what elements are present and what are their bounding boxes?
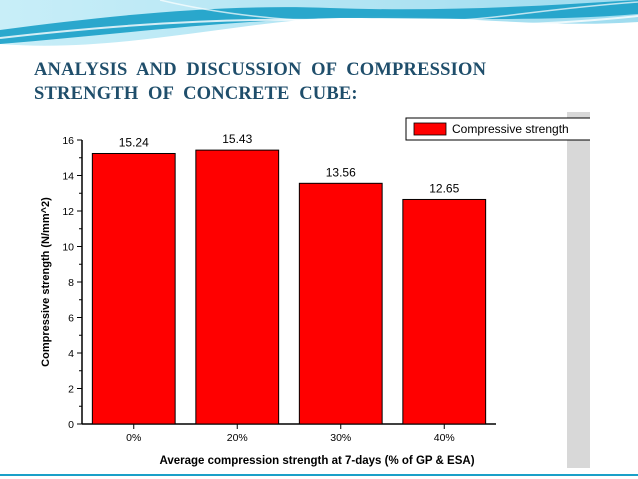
x-axis-label: Average compression strength at 7-days (… [159,455,474,467]
header-wave-banner [0,0,638,46]
y-tick-label: 14 [62,171,74,183]
slide-title: ANALYSIS AND DISCUSSION OF COMPRESSION S… [34,58,614,106]
x-tick-label: 20% [227,432,248,444]
slide-title-line-2: STRENGTH OF CONCRETE CUBE: [34,84,358,104]
bar-data-label: 12.65 [429,181,459,195]
legend-label: Compressive strength [452,122,569,136]
legend-box [405,117,590,141]
x-tick-label: 40% [434,432,455,444]
legend: Compressive strength [405,117,590,141]
bar-data-label: 15.43 [222,132,252,146]
y-axis-label: Compressive strength (N/mm^2) [40,197,52,367]
bar [298,182,383,425]
y-tick-label: 10 [62,242,74,254]
bar-data-label: 15.24 [119,135,149,149]
x-tick-label: 0% [126,432,141,444]
slide-title-line-1: ANALYSIS AND DISCUSSION OF COMPRESSION [34,60,487,80]
plot-area: 0 2 4 6 8 10 12 14 16 15.24 0% 15.43 20% 13.56 30% 12.6… [62,132,496,444]
bar [402,198,487,425]
slide-bottom-rule [0,474,638,476]
x-tick-label: 30% [330,432,351,444]
y-tick-label: 0 [68,419,74,431]
y-tick-label: 8 [68,277,74,289]
chart-right-panel [567,112,590,468]
legend-swatch [413,122,447,136]
y-tick-label: 12 [62,206,74,218]
y-tick-label: 16 [62,135,74,147]
y-tick-label: 6 [68,313,74,325]
bar-data-label: 13.56 [326,165,356,179]
y-tick-label: 4 [68,348,74,360]
bar [91,152,176,425]
y-tick-label: 2 [68,384,74,396]
bar [195,149,280,425]
